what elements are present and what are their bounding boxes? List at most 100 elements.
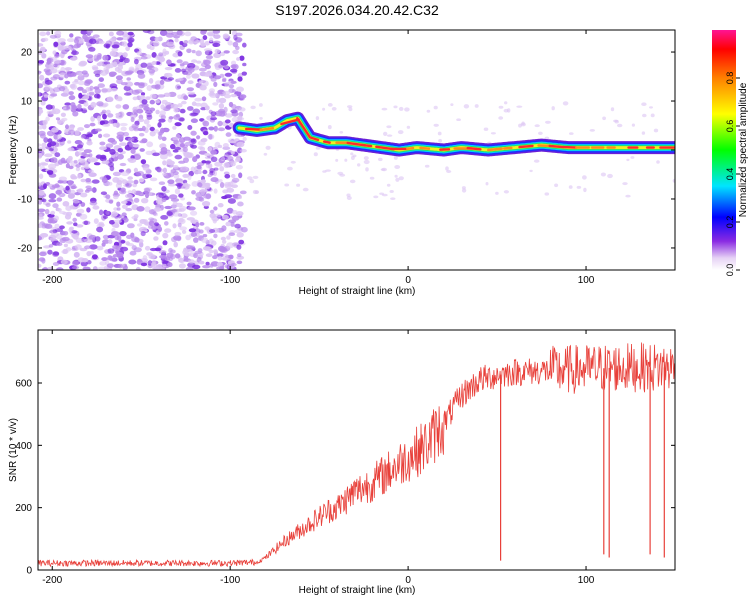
- noise-point: [53, 215, 59, 221]
- noise-point: [77, 127, 84, 131]
- noise-point: [40, 162, 49, 166]
- noise-point: [212, 255, 218, 260]
- noise-point: [162, 160, 167, 166]
- noise-point: [90, 101, 97, 108]
- noise-point: [239, 190, 247, 195]
- noise-point: [210, 177, 219, 183]
- noise-point: [386, 125, 392, 129]
- noise-point: [153, 207, 162, 212]
- noise-point: [80, 261, 88, 267]
- noise-point: [190, 138, 196, 143]
- noise-point: [109, 50, 117, 57]
- noise-point: [177, 77, 184, 81]
- noise-point: [562, 101, 569, 106]
- noise-point: [630, 156, 635, 159]
- noise-point: [133, 197, 140, 203]
- noise-point: [96, 101, 104, 107]
- noise-point: [397, 130, 404, 135]
- noise-point: [179, 226, 188, 231]
- noise-point: [60, 259, 68, 265]
- noise-point: [44, 223, 53, 229]
- snr-dropouts: [500, 367, 665, 561]
- noise-point: [230, 263, 237, 267]
- noise-point: [159, 30, 168, 36]
- noise-point: [219, 182, 225, 188]
- noise-point: [224, 81, 230, 88]
- noise-point: [463, 104, 470, 109]
- noise-point: [157, 134, 163, 140]
- noise-point: [167, 262, 173, 268]
- noise-point: [498, 116, 504, 120]
- noise-point: [46, 57, 52, 64]
- y-tick-label: -10: [18, 194, 33, 205]
- noise-point: [205, 184, 211, 190]
- noise-point: [55, 117, 61, 121]
- noise-point: [74, 129, 80, 136]
- noise-point: [112, 61, 118, 68]
- ridge-peak: [548, 144, 564, 149]
- noise-point: [159, 110, 166, 116]
- noise-point: [173, 173, 180, 179]
- noise-point: [182, 136, 191, 141]
- noise-point: [237, 201, 244, 207]
- noise-point: [568, 185, 573, 189]
- noise-point: [223, 162, 230, 169]
- ridge-peak: [466, 146, 482, 151]
- noise-point: [228, 140, 237, 144]
- noise-point: [154, 222, 159, 227]
- noise-point: [350, 152, 354, 156]
- noise-point: [125, 70, 134, 74]
- noise-point: [83, 101, 89, 107]
- noise-point: [112, 245, 119, 249]
- noise-point: [205, 71, 213, 77]
- y-tick-label: 10: [21, 97, 33, 108]
- noise-point: [346, 196, 352, 200]
- noise-point: [94, 236, 101, 242]
- noise-point: [68, 165, 74, 170]
- noise-point: [196, 135, 201, 140]
- noise-point: [79, 213, 88, 220]
- noise-point: [168, 247, 173, 253]
- noise-point: [93, 86, 100, 90]
- noise-point: [240, 148, 247, 153]
- noise-point: [74, 79, 79, 83]
- noise-point: [363, 159, 370, 165]
- noise-point: [47, 249, 53, 255]
- noise-point: [296, 183, 301, 187]
- noise-point: [193, 252, 198, 259]
- noise-point: [381, 193, 388, 197]
- noise-point: [137, 73, 146, 79]
- noise-point: [213, 188, 218, 194]
- noise-point: [322, 107, 326, 111]
- noise-point: [115, 112, 121, 117]
- noise-point: [120, 82, 128, 86]
- noise-point: [622, 182, 628, 186]
- noise-point: [195, 102, 202, 107]
- noise-point: [92, 34, 100, 38]
- noise-point: [177, 94, 183, 100]
- noise-point: [202, 201, 211, 207]
- noise-point: [56, 138, 64, 143]
- noise-point: [78, 72, 83, 77]
- noise-point: [49, 68, 58, 74]
- noise-point: [109, 220, 115, 225]
- noise-point: [187, 206, 196, 211]
- noise-point: [143, 119, 150, 125]
- ridge-group: [232, 111, 675, 157]
- noise-point: [48, 244, 54, 248]
- noise-point: [121, 212, 127, 217]
- noise-point: [393, 105, 398, 109]
- noise-point: [48, 199, 57, 203]
- colorbar-tick-label: 0.6: [725, 120, 735, 133]
- noise-point: [202, 169, 208, 175]
- spectrogram-x-ticks: -200 -100 0 100: [42, 30, 595, 286]
- noise-point: [91, 187, 97, 193]
- noise-point: [124, 92, 132, 96]
- noise-point: [77, 80, 85, 86]
- noise-point: [199, 146, 206, 152]
- noise-point: [238, 172, 243, 179]
- noise-point: [56, 134, 62, 140]
- noise-point: [186, 201, 192, 206]
- colorbar-tick-label: 0.4: [725, 168, 735, 181]
- noise-point: [174, 146, 181, 151]
